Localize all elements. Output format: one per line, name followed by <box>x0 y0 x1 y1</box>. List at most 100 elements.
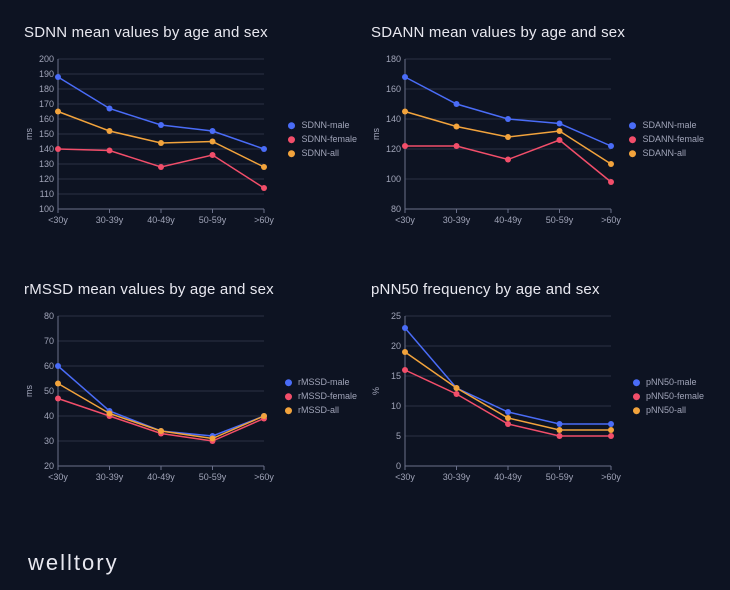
legend-dot-icon <box>629 122 636 129</box>
panel-pnn50: pNN50 frequency by age and sex 051015202… <box>371 281 706 530</box>
svg-text:30-39y: 30-39y <box>96 472 124 482</box>
legend-item: rMSSD-female <box>285 391 357 401</box>
svg-text:50: 50 <box>44 386 54 396</box>
svg-text:30: 30 <box>44 436 54 446</box>
legend-item: SDNN-female <box>288 134 357 144</box>
legend-dot-icon <box>633 393 640 400</box>
chart-legend: rMSSD-male rMSSD-female rMSSD-all <box>285 377 357 415</box>
svg-text:10: 10 <box>391 401 401 411</box>
svg-text:100: 100 <box>386 174 401 184</box>
svg-text:ms: ms <box>371 128 381 140</box>
legend-label: rMSSD-male <box>298 377 350 387</box>
svg-text:>60y: >60y <box>601 215 621 225</box>
chart-legend: SDNN-male SDNN-female SDNN-all <box>288 120 357 158</box>
svg-text:30-39y: 30-39y <box>443 472 471 482</box>
svg-text:80: 80 <box>44 311 54 321</box>
legend-label: SDANN-female <box>642 134 704 144</box>
legend-dot-icon <box>633 407 640 414</box>
svg-text:20: 20 <box>391 341 401 351</box>
chart-grid: SDNN mean values by age and sex 10011012… <box>0 0 730 590</box>
svg-text:160: 160 <box>386 84 401 94</box>
panel-title: SDNN mean values by age and sex <box>24 24 359 41</box>
svg-text:25: 25 <box>391 311 401 321</box>
svg-text:180: 180 <box>386 54 401 64</box>
svg-text:180: 180 <box>39 84 54 94</box>
panel-sdnn: SDNN mean values by age and sex 10011012… <box>24 24 359 273</box>
legend-dot-icon <box>285 379 292 386</box>
legend-item: pNN50-female <box>633 391 704 401</box>
legend-label: SDNN-female <box>301 134 357 144</box>
svg-text:160: 160 <box>39 114 54 124</box>
legend-label: pNN50-female <box>646 391 704 401</box>
svg-text:ms: ms <box>24 385 34 397</box>
legend-label: SDANN-all <box>642 148 686 158</box>
legend-item: pNN50-all <box>633 405 704 415</box>
svg-text:50-59y: 50-59y <box>546 215 574 225</box>
legend-item: SDANN-male <box>629 120 704 130</box>
legend-dot-icon <box>629 150 636 157</box>
svg-text:<30y: <30y <box>395 472 415 482</box>
svg-text:100: 100 <box>39 204 54 214</box>
svg-text:40-49y: 40-49y <box>494 215 522 225</box>
svg-text:>60y: >60y <box>254 215 274 225</box>
svg-text:60: 60 <box>44 361 54 371</box>
chart-legend: SDANN-male SDANN-female SDANN-all <box>629 120 704 158</box>
panel-rmssd: rMSSD mean values by age and sex 20 30 40 5… <box>24 281 359 530</box>
svg-text:190: 190 <box>39 69 54 79</box>
chart-sdann: 80 100 120 140 160 180 ms <30y 30-39y 40-49y 50-59… <box>371 53 706 233</box>
svg-text:140: 140 <box>39 144 54 154</box>
svg-text:30-39y: 30-39y <box>443 215 471 225</box>
svg-text:>60y: >60y <box>601 472 621 482</box>
svg-text:120: 120 <box>39 174 54 184</box>
svg-text:40-49y: 40-49y <box>147 215 175 225</box>
legend-label: rMSSD-all <box>298 405 339 415</box>
legend-dot-icon <box>288 136 295 143</box>
svg-text:40-49y: 40-49y <box>494 472 522 482</box>
legend-item: SDNN-male <box>288 120 357 130</box>
legend-dot-icon <box>285 407 292 414</box>
panel-title: rMSSD mean values by age and sex <box>24 281 359 298</box>
panel-title: pNN50 frequency by age and sex <box>371 281 706 298</box>
svg-text:50-59y: 50-59y <box>199 215 227 225</box>
chart-pnn50: 0510152025%<30y30-39y40-49y50-59y>60ypNN… <box>371 310 706 490</box>
svg-text:50-59y: 50-59y <box>199 472 227 482</box>
legend-item: pNN50-male <box>633 377 704 387</box>
svg-text:ms: ms <box>24 128 34 140</box>
legend-dot-icon <box>285 393 292 400</box>
legend-label: SDANN-male <box>642 120 696 130</box>
chart-legend: pNN50-male pNN50-female pNN50-all <box>633 377 704 415</box>
svg-text:170: 170 <box>39 99 54 109</box>
svg-text:120: 120 <box>386 144 401 154</box>
legend-dot-icon <box>629 136 636 143</box>
svg-text:40: 40 <box>44 411 54 421</box>
chart-sdnn: 100110120130140150160170180190200ms<30y3… <box>24 53 359 233</box>
svg-text:>60y: >60y <box>254 472 274 482</box>
svg-text:<30y: <30y <box>395 215 415 225</box>
legend-label: rMSSD-female <box>298 391 357 401</box>
svg-text:40-49y: 40-49y <box>147 472 175 482</box>
svg-text:%: % <box>371 387 381 395</box>
svg-text:0: 0 <box>396 461 401 471</box>
panel-sdann: SDANN mean values by age and sex 80 100 12… <box>371 24 706 273</box>
legend-label: SDNN-all <box>301 148 339 158</box>
svg-text:140: 140 <box>386 114 401 124</box>
panel-title: SDANN mean values by age and sex <box>371 24 706 41</box>
svg-text:30-39y: 30-39y <box>96 215 124 225</box>
legend-item: rMSSD-male <box>285 377 357 387</box>
svg-text:<30y: <30y <box>48 215 68 225</box>
svg-text:20: 20 <box>44 461 54 471</box>
legend-item: rMSSD-all <box>285 405 357 415</box>
svg-text:200: 200 <box>39 54 54 64</box>
svg-text:130: 130 <box>39 159 54 169</box>
chart-rmssd: 20304050607080ms<30y30-39y40-49y50-59y>6… <box>24 310 359 490</box>
svg-text:80: 80 <box>391 204 401 214</box>
svg-text:50-59y: 50-59y <box>546 472 574 482</box>
svg-text:150: 150 <box>39 129 54 139</box>
svg-text:70: 70 <box>44 336 54 346</box>
svg-text:5: 5 <box>396 431 401 441</box>
legend-item: SDANN-female <box>629 134 704 144</box>
legend-item: SDNN-all <box>288 148 357 158</box>
legend-label: pNN50-male <box>646 377 697 387</box>
legend-item: SDANN-all <box>629 148 704 158</box>
brand-logo: welltory <box>28 550 119 576</box>
